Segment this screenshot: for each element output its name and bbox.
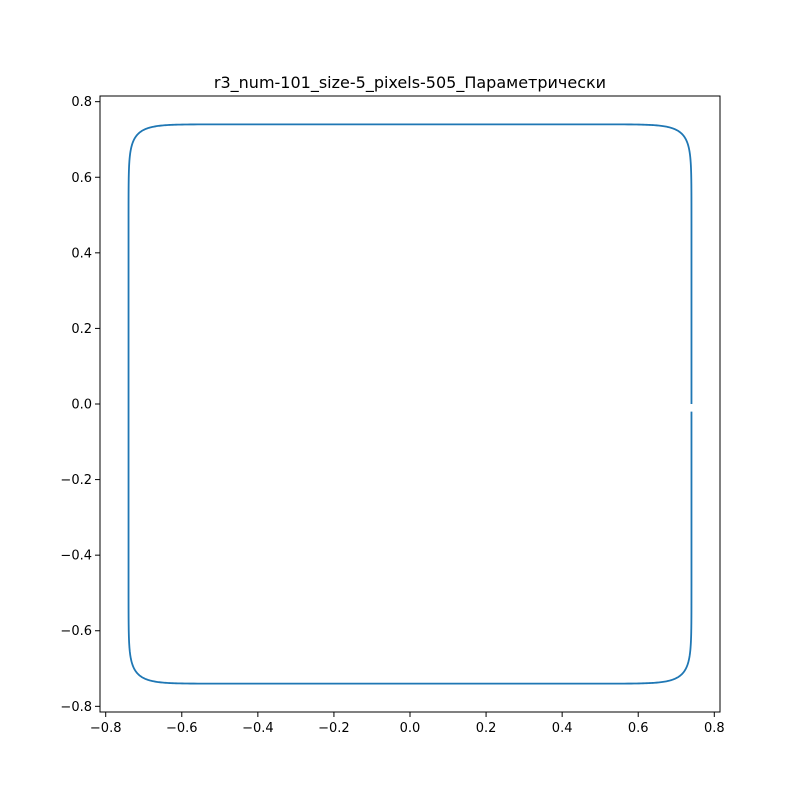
x-tick-label: −0.2 [318,721,350,736]
y-tick-label: −0.4 [60,549,92,564]
x-axis: −0.8 −0.6 −0.4 −0.2 0.0 0.2 0.4 0.6 0.8 [90,712,725,736]
series-line [127,123,693,685]
x-tick-label: 0.4 [552,721,573,736]
x-tick-label: 0.0 [400,721,421,736]
y-tick-label: −0.6 [60,624,92,639]
x-tick-label: −0.8 [90,721,122,736]
chart-title: r3_num-101_size-5_pixels-505_Параметриче… [214,73,606,93]
y-tick-label: −0.8 [60,700,92,715]
y-tick-label: −0.2 [60,473,92,488]
y-tick-label: 0.8 [71,95,92,110]
y-tick-label: 0.0 [71,398,92,413]
y-axis: −0.8 −0.6 −0.4 −0.2 0.0 0.2 0.4 0.6 0.8 [60,95,100,715]
x-tick-label: 0.6 [628,721,649,736]
y-tick-label: 0.6 [71,171,92,186]
y-tick-label: 0.4 [71,246,92,261]
y-tick-label: 0.2 [71,322,92,337]
x-tick-label: 0.2 [476,721,497,736]
x-tick-label: 0.8 [704,721,725,736]
x-tick-label: −0.4 [242,721,274,736]
x-tick-label: −0.6 [166,721,198,736]
plot-area [99,95,721,713]
series-layer [127,123,693,685]
